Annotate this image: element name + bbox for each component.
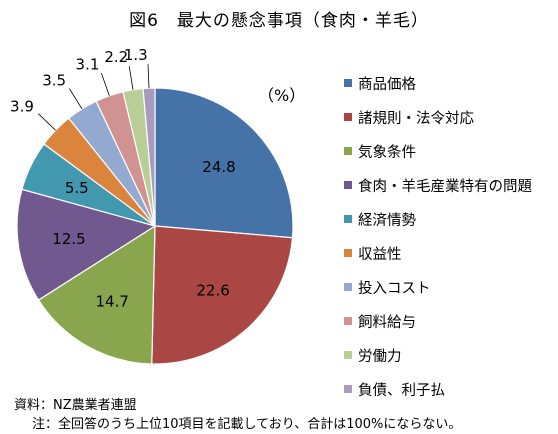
legend-swatch: [344, 79, 352, 87]
data-label-0: 24.8: [202, 158, 235, 176]
leader-line-7: [101, 72, 110, 96]
data-label-3: 12.5: [52, 230, 85, 248]
legend-item-6: 投入コスト: [344, 270, 532, 304]
pie-slice-1: [151, 225, 294, 365]
legend-swatch: [344, 385, 352, 393]
legend-swatch: [344, 181, 352, 189]
legend-item-4: 経済情勢: [344, 202, 532, 236]
legend-label: 労働力: [358, 348, 402, 365]
data-label-2: 14.7: [95, 293, 128, 311]
legend-label: 商品価格: [358, 76, 416, 93]
chart-title: 図6 最大の懸念事項（食肉・羊毛）: [129, 11, 429, 31]
legend-item-1: 諸規則・法令対応: [344, 100, 532, 134]
leader-line-5: [38, 113, 56, 131]
source-note: 資料：NZ農業者連盟: [14, 398, 137, 413]
legend: 商品価格諸規則・法令対応 気象条件食肉・羊毛産業特有の問題 経済情勢収益性投入コスト…: [344, 66, 532, 406]
legend-label: 経済情勢: [358, 212, 416, 229]
legend-swatch: [344, 113, 352, 121]
legend-label: 投入コスト: [358, 280, 431, 297]
legend-swatch: [344, 215, 352, 223]
leader-line-9: [147, 64, 150, 89]
legend-item-3: 食肉・羊毛産業特有の問題: [344, 168, 532, 202]
leader-line-8: [128, 66, 134, 90]
legend-label: 収益性: [358, 246, 402, 263]
legend-item-2: 気象条件: [344, 134, 532, 168]
legend-item-8: 労働力: [344, 338, 532, 372]
legend-label: 食肉・羊毛産業特有の問題: [358, 178, 532, 195]
leader-line-6: [68, 88, 83, 110]
legend-swatch: [344, 283, 352, 291]
legend-label: 気象条件: [358, 144, 416, 161]
legend-item-0: 商品価格: [344, 66, 532, 100]
pie-slice-9: [142, 87, 156, 227]
footnote: 注：全回答のうち上位10項目を記載しており、合計は100%にならない。: [32, 417, 462, 432]
data-label-4: 5.5: [65, 179, 89, 197]
leader-lines: [38, 64, 150, 131]
data-label-9: 1.3: [124, 46, 148, 64]
legend-item-9: 負債、利子払: [344, 372, 532, 406]
data-label-7: 3.1: [76, 56, 100, 74]
data-labels: 24.8 22.6 14.7 12.5 5.5 3.9 3.5 3.1 2.21.3: [10, 46, 236, 311]
legend-item-5: 収益性: [344, 236, 532, 270]
data-label-5: 3.9: [10, 98, 34, 116]
data-label-1: 22.6: [196, 282, 229, 300]
legend-label: 負債、利子払: [358, 382, 445, 399]
legend-swatch: [344, 317, 352, 325]
legend-swatch: [344, 249, 352, 257]
pie-slice-2: [37, 224, 156, 365]
legend-item-7: 飼料給与: [344, 304, 532, 338]
unit-label: （%）: [258, 86, 306, 105]
pie-slice-0: [154, 87, 294, 239]
legend-label: 諸規則・法令対応: [358, 110, 474, 127]
data-label-8: 2.2: [104, 48, 128, 66]
legend-swatch: [344, 147, 352, 155]
data-label-6: 3.5: [42, 71, 66, 89]
legend-label: 飼料給与: [358, 314, 416, 331]
pie-slices: [16, 87, 294, 365]
legend-swatch: [344, 351, 352, 359]
